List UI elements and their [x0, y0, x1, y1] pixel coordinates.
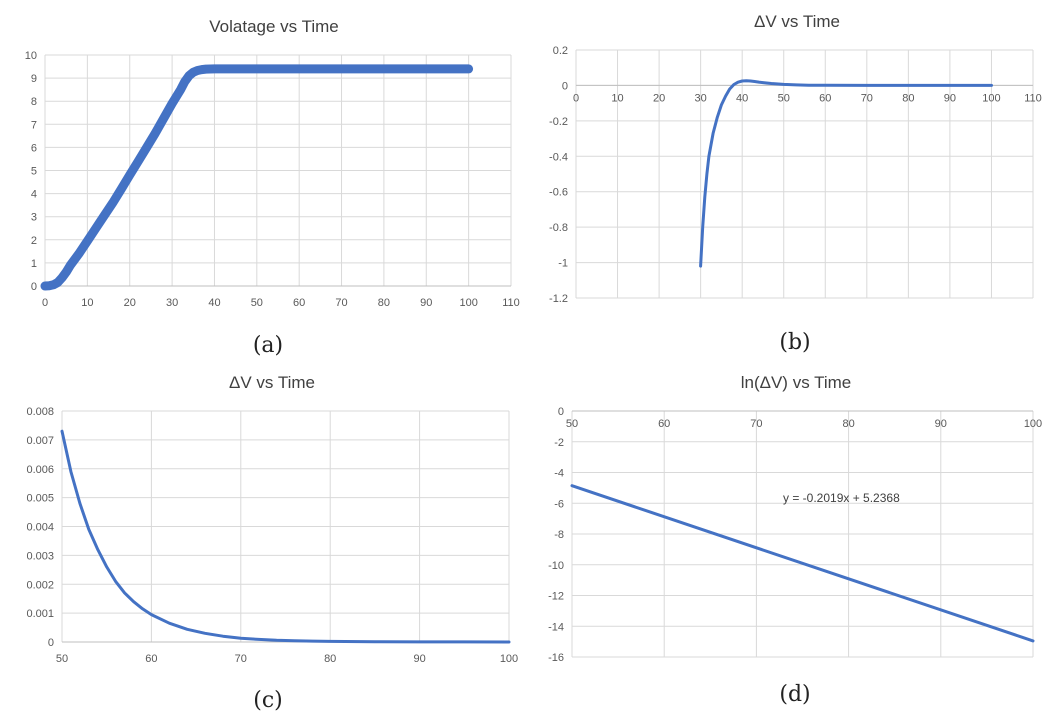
- x-tick-label: 60: [658, 418, 670, 430]
- panel-label-c: (c): [253, 688, 283, 713]
- y-tick-label: -6: [554, 498, 564, 510]
- x-tick-label: 70: [235, 653, 247, 665]
- x-tick-label: 50: [778, 92, 790, 104]
- y-tick-label: -0.2: [549, 116, 568, 128]
- y-tick-label: 0.006: [26, 464, 54, 476]
- x-tick-label: 20: [653, 92, 665, 104]
- y-tick-label: -0.4: [549, 151, 568, 163]
- y-tick-label: -8: [554, 529, 564, 541]
- x-tick-label: 40: [208, 297, 220, 309]
- y-tick-label: 0.002: [26, 579, 54, 591]
- x-tick-label: 10: [81, 297, 93, 309]
- x-tick-label: 70: [335, 297, 347, 309]
- series-line: [40, 64, 474, 291]
- x-tick-label: 80: [842, 418, 854, 430]
- y-tick-label: 8: [31, 96, 37, 108]
- y-tick-label: 0.001: [26, 608, 54, 620]
- x-tick-label: 110: [1024, 92, 1042, 104]
- x-tick-label: 30: [166, 297, 178, 309]
- x-tick-label: 10: [611, 92, 623, 104]
- y-tick-label: 0.005: [26, 493, 54, 505]
- y-tick-label: 0: [562, 80, 568, 92]
- y-tick-label: -4: [554, 468, 564, 480]
- y-tick-label: 0.004: [26, 522, 54, 534]
- trendline-equation: y = -0.2019x + 5.2368: [783, 491, 900, 505]
- chart-b-title: ΔV vs Time: [754, 12, 840, 31]
- y-tick-label: 0: [48, 637, 54, 649]
- panel-label-d: (d): [779, 682, 810, 707]
- y-tick-label: 0.2: [553, 45, 568, 57]
- y-tick-label: -16: [548, 652, 564, 664]
- x-tick-label: 90: [935, 418, 947, 430]
- x-tick-label: 90: [944, 92, 956, 104]
- x-tick-label: 20: [124, 297, 136, 309]
- chart-c-title: ΔV vs Time: [229, 373, 315, 392]
- panel-label-a: (a): [253, 333, 283, 358]
- y-tick-label: -0.8: [549, 222, 568, 234]
- y-tick-label: 3: [31, 212, 37, 224]
- x-tick-label: 80: [324, 653, 336, 665]
- x-tick-label: 70: [861, 92, 873, 104]
- chart-a-title: Volatage vs Time: [209, 17, 338, 36]
- x-tick-label: 100: [982, 92, 1000, 104]
- y-tick-label: -14: [548, 621, 564, 633]
- chart-d-title: ln(ΔV) vs Time: [741, 373, 852, 392]
- x-tick-label: 100: [1024, 418, 1042, 430]
- series-line: [699, 79, 993, 268]
- y-tick-label: -1: [558, 258, 568, 270]
- x-tick-label: 80: [902, 92, 914, 104]
- x-tick-label: 0: [42, 297, 48, 309]
- x-tick-label: 30: [695, 92, 707, 104]
- x-tick-label: 40: [736, 92, 748, 104]
- y-tick-label: 4: [31, 189, 37, 201]
- panel-d: ln(ΔV) vs Time 0 -2 -4 -6 -8 -10 -12 -14 -16 50 60…: [548, 373, 1042, 707]
- y-tick-label: -10: [548, 560, 564, 572]
- y-tick-label: 1: [31, 258, 37, 270]
- y-tick-label: 0.007: [26, 435, 54, 447]
- panel-b: ΔV vs Time 0.2 0 -0.2 -0.4 -0.6 -0.8 -1 -1.2 0 10…: [549, 12, 1042, 355]
- y-tick-label: 10: [25, 50, 37, 62]
- y-tick-label: -12: [548, 591, 564, 603]
- panel-c: ΔV vs Time 0.008 0.007 0.006 0.005 0.004 0.00…: [26, 373, 518, 713]
- y-tick-label: 0: [558, 406, 564, 418]
- y-tick-label: -2: [554, 437, 564, 449]
- x-tick-label: 50: [251, 297, 263, 309]
- x-tick-label: 0: [573, 92, 579, 104]
- y-tick-label: 7: [31, 119, 37, 131]
- y-tick-label: 9: [31, 73, 37, 85]
- y-tick-label: 6: [31, 142, 37, 154]
- x-tick-label: 110: [502, 297, 520, 309]
- x-tick-label: 50: [56, 653, 68, 665]
- y-tick-label: -1.2: [549, 293, 568, 305]
- y-tick-label: -0.6: [549, 187, 568, 199]
- x-tick-label: 90: [420, 297, 432, 309]
- x-tick-label: 50: [566, 418, 578, 430]
- y-tick-label: 0: [31, 281, 37, 293]
- series-line: [570, 484, 1035, 643]
- panel-label-b: (b): [779, 330, 810, 355]
- y-tick-label: 2: [31, 235, 37, 247]
- x-tick-label: 80: [378, 297, 390, 309]
- y-tick-label: 5: [31, 166, 37, 178]
- x-tick-label: 60: [819, 92, 831, 104]
- x-tick-label: 100: [500, 653, 518, 665]
- x-tick-label: 100: [459, 297, 477, 309]
- series-line: [60, 429, 511, 644]
- x-tick-label: 70: [750, 418, 762, 430]
- y-tick-label: 0.003: [26, 550, 54, 562]
- x-tick-label: 90: [413, 653, 425, 665]
- x-tick-label: 60: [145, 653, 157, 665]
- x-tick-label: 60: [293, 297, 305, 309]
- y-tick-label: 0.008: [26, 406, 54, 418]
